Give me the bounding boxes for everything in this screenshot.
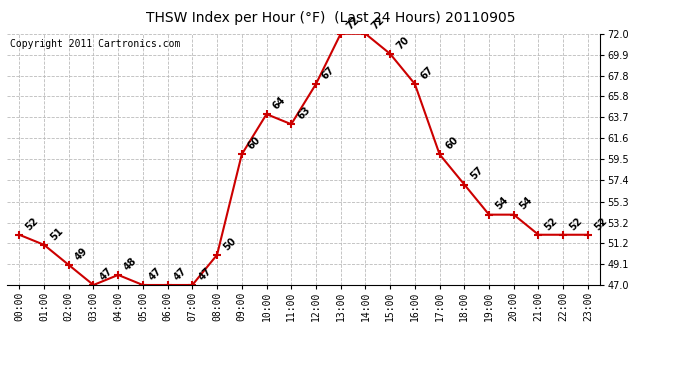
Text: 70: 70: [394, 34, 411, 51]
Text: 47: 47: [197, 266, 213, 282]
Text: 47: 47: [97, 266, 115, 282]
Text: 67: 67: [320, 64, 337, 81]
Text: 67: 67: [419, 64, 435, 81]
Text: 48: 48: [122, 255, 139, 272]
Text: 52: 52: [23, 215, 40, 232]
Text: 49: 49: [73, 246, 90, 262]
Text: 52: 52: [592, 215, 609, 232]
Text: 60: 60: [246, 135, 263, 152]
Text: 54: 54: [493, 195, 510, 212]
Text: Copyright 2011 Cartronics.com: Copyright 2011 Cartronics.com: [10, 39, 180, 49]
Text: 52: 52: [567, 215, 584, 232]
Text: 52: 52: [542, 215, 560, 232]
Text: 60: 60: [444, 135, 460, 152]
Text: 50: 50: [221, 236, 238, 252]
Text: 47: 47: [147, 266, 164, 282]
Text: 47: 47: [172, 266, 188, 282]
Text: THSW Index per Hour (°F)  (Last 24 Hours) 20110905: THSW Index per Hour (°F) (Last 24 Hours)…: [146, 11, 516, 25]
Text: 72: 72: [345, 14, 362, 31]
Text: 64: 64: [270, 95, 287, 111]
Text: 72: 72: [370, 14, 386, 31]
Text: 63: 63: [295, 105, 312, 122]
Text: 54: 54: [518, 195, 535, 212]
Text: 51: 51: [48, 225, 65, 242]
Text: 57: 57: [469, 165, 485, 182]
